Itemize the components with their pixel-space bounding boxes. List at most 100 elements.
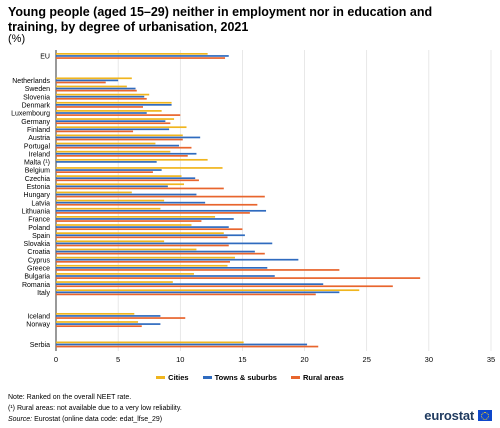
category-label: Slovenia: [23, 94, 50, 101]
category-label: Romania: [22, 282, 50, 289]
bar-cities: [56, 240, 165, 243]
bar-towns: [56, 275, 275, 277]
bar-rural: [56, 228, 243, 231]
category-label: Germany: [21, 119, 50, 126]
bar-cities: [56, 110, 162, 112]
chart-unit: (%): [8, 33, 26, 45]
category-label: Cyprus: [28, 257, 51, 264]
bar-cities: [56, 167, 223, 169]
bar-cities: [56, 207, 161, 210]
bar-towns: [56, 234, 245, 237]
bar-towns: [56, 209, 267, 212]
category-label: Austria: [28, 135, 50, 142]
category-label: Croatia: [27, 249, 50, 256]
bar-cities: [56, 126, 187, 129]
bar-cities: [56, 256, 235, 259]
bar-rural: [56, 97, 147, 100]
bar-towns: [56, 112, 147, 114]
bar-rural: [56, 293, 316, 296]
bar-rural: [56, 325, 142, 328]
chart-legend: Cities Towns & suburbs Rural areas: [0, 373, 500, 382]
bar-cities: [56, 101, 172, 104]
bar-rural: [56, 277, 421, 279]
bar-rural: [56, 106, 143, 108]
bar-rural: [56, 269, 340, 271]
bar-rural: [56, 285, 393, 288]
category-label: Estonia: [27, 184, 50, 191]
category-label: Sweden: [25, 86, 50, 93]
bar-cities: [56, 134, 183, 137]
category-label: Ireland: [29, 151, 51, 158]
bar-cities: [56, 85, 127, 88]
bar-cities: [56, 77, 132, 80]
category-label: Spain: [32, 233, 50, 240]
bar-towns: [56, 128, 170, 131]
bar-rural: [56, 89, 137, 92]
footnote-ranking: Note: Ranked on the overall NEET rate.: [8, 394, 132, 401]
bar-rural: [56, 203, 258, 206]
bar-cities: [56, 289, 360, 292]
bar-chart: 0 5 10 15 20 25 30 35 EU NetherlandsSwedenSloveni…: [11, 50, 495, 364]
bar-towns: [56, 104, 172, 106]
source-prefix: Source:: [8, 416, 33, 423]
bar-cities: [56, 224, 192, 226]
bar-towns: [56, 323, 161, 325]
category-label: Hungary: [24, 192, 51, 199]
eu-flag-icon: [478, 410, 492, 421]
bar-towns: [56, 79, 119, 82]
chart-title: Young people (aged 15–29) neither in emp…: [8, 5, 433, 34]
category-label: Italy: [37, 290, 50, 297]
bar-towns: [56, 185, 168, 188]
category-label: Luxembourg: [11, 111, 50, 118]
category-label: Greece: [27, 266, 50, 273]
category-label: France: [28, 217, 50, 224]
legend-swatch-cities: [156, 376, 166, 379]
bar-rural: [56, 138, 183, 141]
legend-label-rural: Rural areas: [302, 373, 344, 382]
x-tick-label: 35: [487, 355, 495, 364]
bar-rural: [56, 260, 230, 263]
source-text: Eurostat (online data code: edat_lfse_29…: [32, 416, 163, 423]
bar-towns: [56, 169, 162, 171]
bar-rural: [56, 345, 319, 348]
bar-towns: [56, 87, 136, 90]
x-tick-label: 10: [176, 355, 184, 364]
legend-swatch-rural: [290, 376, 300, 379]
bar-towns: [56, 177, 196, 180]
bar-rural: [56, 130, 134, 133]
bar-cities: [56, 273, 194, 275]
bar-towns: [56, 242, 273, 245]
bar-rural: [56, 317, 186, 319]
category-label: Denmark: [22, 103, 51, 110]
category-label: Lithuania: [22, 208, 51, 215]
bar-towns: [56, 226, 229, 228]
x-tick-label: 0: [54, 355, 58, 364]
legend-label-towns: Towns & suburbs: [214, 373, 277, 382]
bar-rural: [56, 220, 202, 222]
bar-towns: [56, 144, 180, 147]
category-label: Serbia: [30, 342, 50, 349]
bar-towns: [56, 136, 201, 139]
category-label: EU: [40, 54, 50, 61]
bar-rural: [56, 179, 199, 182]
bar-cities: [56, 118, 175, 120]
x-tick-label: 30: [425, 355, 433, 364]
category-label: Norway: [26, 322, 50, 329]
bar-towns: [56, 193, 197, 196]
bar-rural: [56, 57, 226, 59]
bar-cities: [56, 93, 150, 96]
logo-text: eurostat: [424, 408, 474, 423]
source-line: Source: Eurostat (online data code: edat…: [8, 415, 162, 424]
bar-rural: [56, 122, 171, 125]
category-label: Slovakia: [24, 241, 51, 248]
category-label: Bulgaria: [24, 274, 50, 281]
bar-cities: [56, 53, 208, 55]
bar-rural: [56, 252, 265, 255]
category-label: Belgium: [25, 168, 50, 175]
x-tick-label: 20: [300, 355, 308, 364]
bar-towns: [56, 250, 255, 253]
category-label: Poland: [28, 225, 50, 232]
bar-towns: [56, 201, 206, 204]
bar-cities: [56, 216, 216, 218]
category-label: Latvia: [31, 200, 50, 207]
